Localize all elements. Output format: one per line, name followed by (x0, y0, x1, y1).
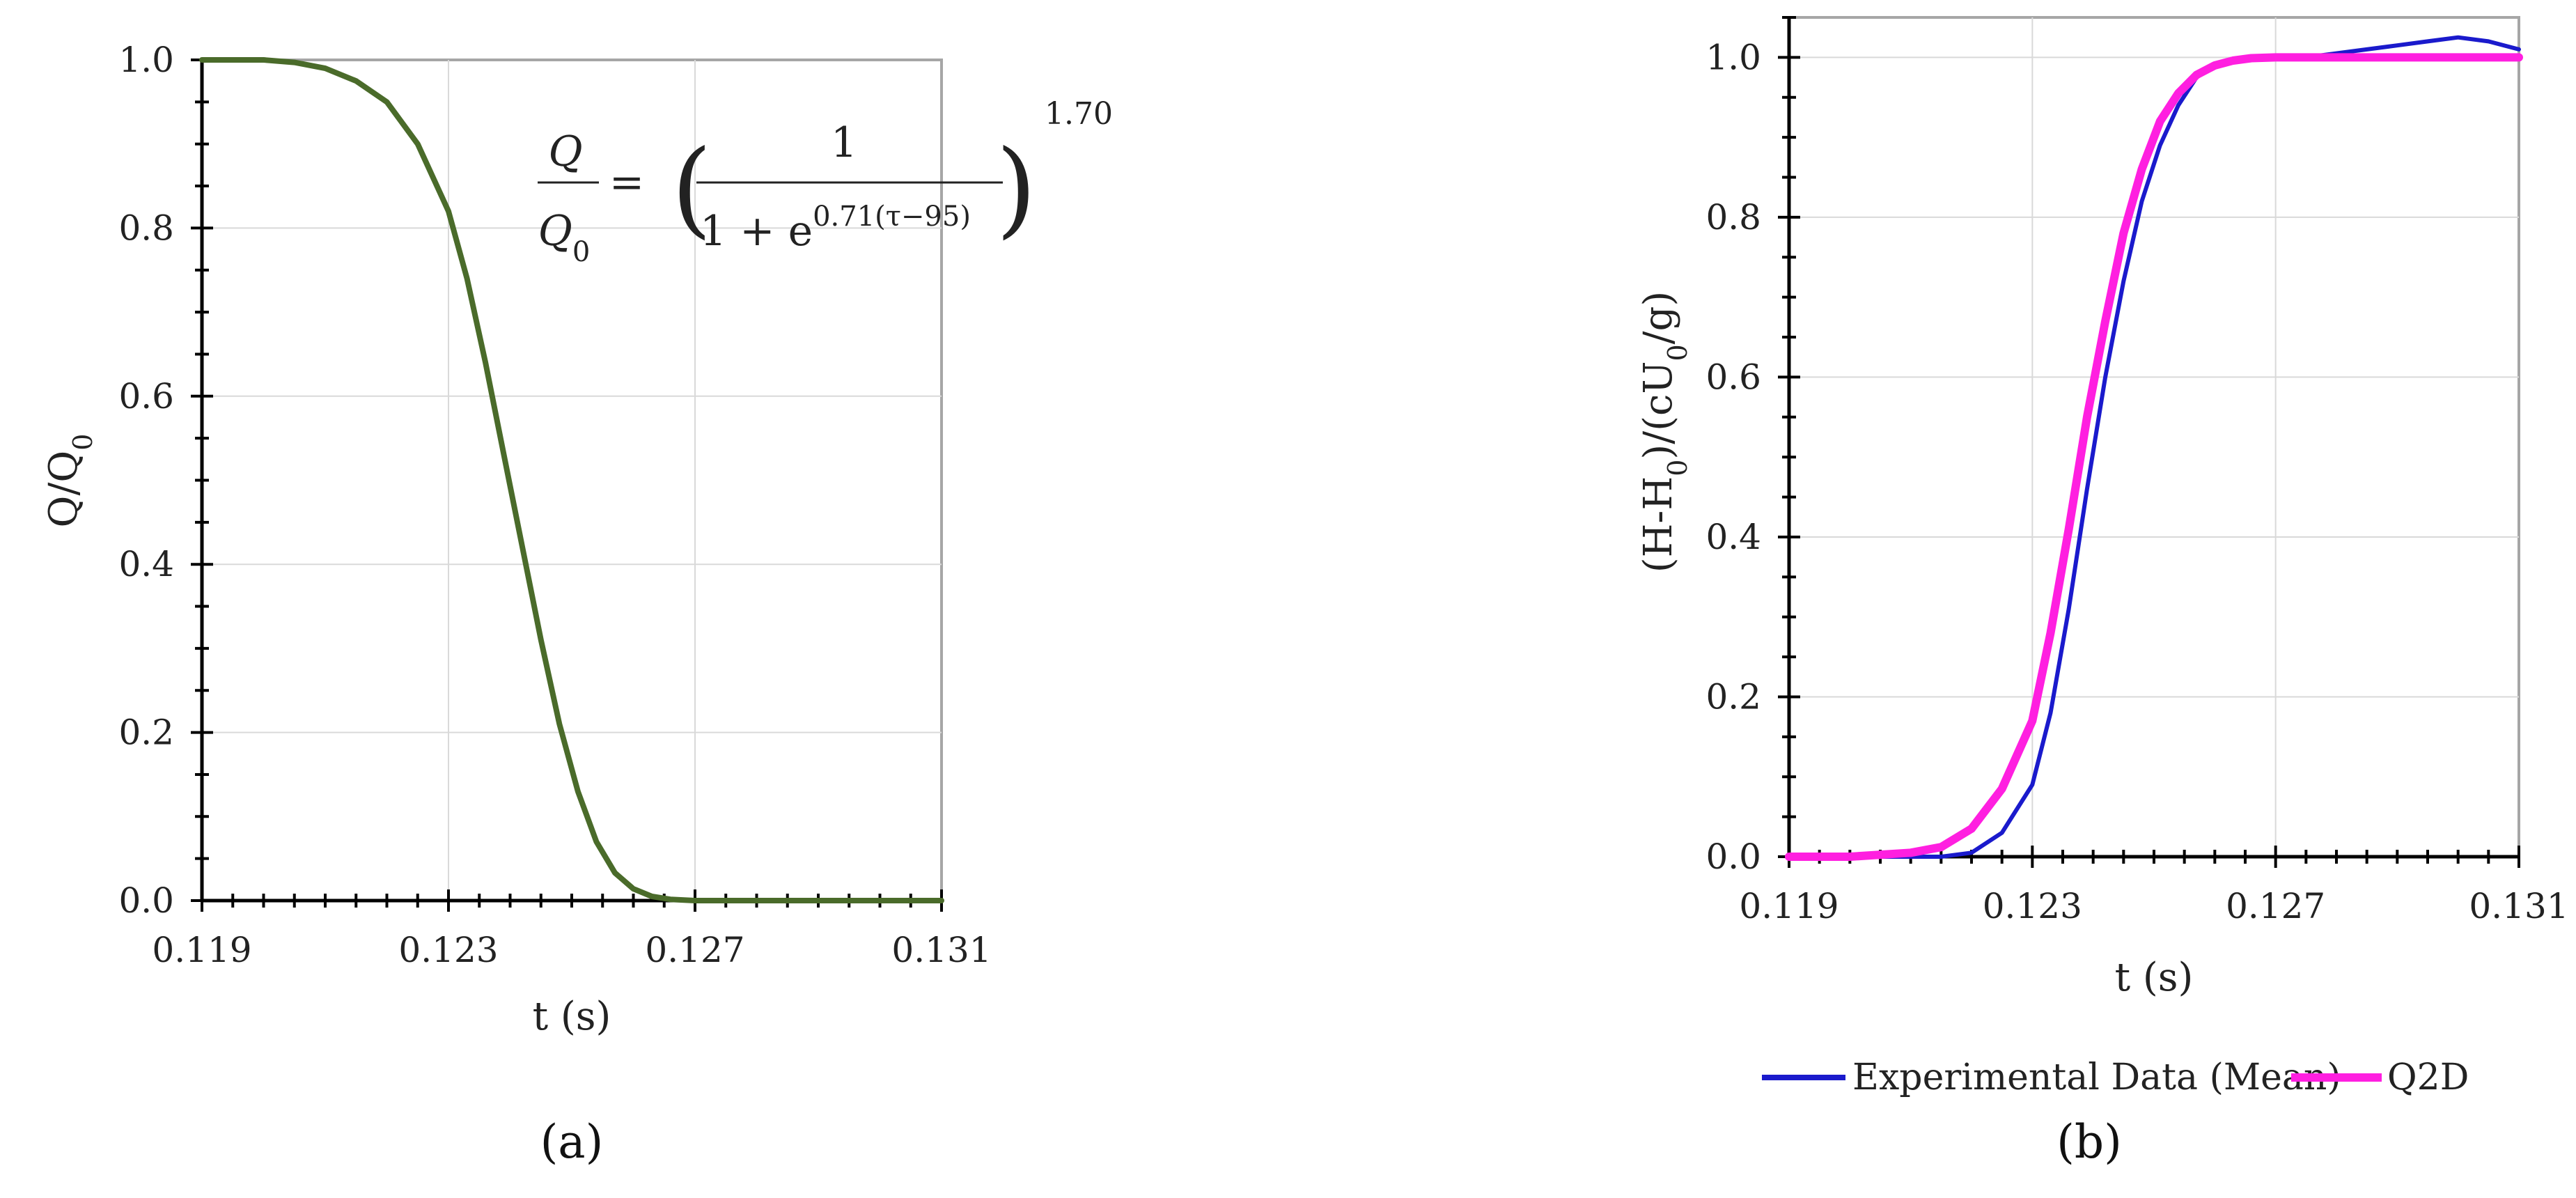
panel-label-a: (a) (540, 1115, 604, 1169)
x-tick-label: 0.127 (645, 930, 744, 970)
x-axis-title-a: t (s) (533, 994, 611, 1039)
series-group-a (199, 57, 944, 903)
y-tick-label: 0.0 (1705, 837, 1761, 877)
y-axis-title-b: (H-H0)/(cU0/g) (1636, 291, 1693, 573)
panel-label-b: (b) (2056, 1115, 2122, 1169)
y-tick-label: 0.2 (1705, 676, 1761, 717)
x-axis-title-b: t (s) (2115, 955, 2194, 1000)
svg-text:): ) (996, 128, 1037, 249)
y-tick-label: 0.4 (118, 544, 174, 584)
x-tick-label: 0.119 (1739, 886, 1839, 926)
legend-label-q2d: Q2D (2387, 1057, 2469, 1098)
svg-text:Q: Q (548, 127, 582, 176)
tick-labels-b: 0.119 0.123 0.127 0.131 0.0 0.2 0.4 0.6 0.8 1.0 (1705, 37, 2568, 926)
x-tick-label: 0.127 (2226, 886, 2325, 926)
svg-text:1: 1 (831, 118, 857, 167)
y-axis-title-a: Q/Q0 (41, 434, 98, 528)
y-tick-label: 1.0 (1705, 37, 1761, 77)
x-tick-label: 0.123 (1983, 886, 2082, 926)
svg-text:=: = (609, 158, 644, 207)
legend-b: Experimental Data (Mean) Q2D (1762, 1057, 2469, 1098)
chart-panel-b: 0.119 0.123 0.127 0.131 0.0 0.2 0.4 0.6 0.8 1.0 t… (1636, 16, 2569, 1169)
x-tick-label: 0.131 (891, 930, 991, 970)
gridlines-a (202, 60, 942, 901)
series-line-b-0 (1787, 35, 2521, 859)
y-tick-label: 0.4 (1705, 517, 1761, 557)
tick-labels-a: 0.119 0.123 0.127 0.131 0.0 0.2 0.4 0.6 0.8 1.0 (118, 40, 991, 970)
y-tick-label: 1.0 (118, 40, 174, 80)
svg-text:Q0: Q0 (538, 207, 591, 268)
y-tick-label: 0.2 (118, 713, 174, 753)
svg-text:1.70: 1.70 (1045, 96, 1113, 132)
series-group-b (1785, 35, 2523, 861)
legend-label-experimental: Experimental Data (Mean) (1852, 1057, 2341, 1098)
y-tick-label: 0.6 (118, 376, 174, 417)
y-tick-label: 0.0 (118, 880, 174, 921)
svg-text:(: ( (671, 128, 712, 249)
x-tick-label: 0.119 (152, 930, 251, 970)
x-tick-label: 0.131 (2469, 886, 2568, 926)
y-tick-label: 0.6 (1705, 357, 1761, 397)
y-tick-label: 0.8 (1705, 197, 1761, 238)
formula-annotation: Q Q0 = ( 1 1 + e0.71(τ−95) ) 1.70 (538, 96, 1113, 268)
chart-panel-a: 0.119 0.123 0.127 0.131 0.0 0.2 0.4 0.6 0.8 1.0 t… (41, 40, 1113, 1169)
svg-text:1 + e0.71(τ−95): 1 + e0.71(τ−95) (700, 201, 971, 256)
series-line-b-1 (1785, 53, 2523, 861)
y-tick-label: 0.8 (118, 208, 174, 248)
series-line-a-0 (199, 57, 944, 903)
x-tick-label: 0.123 (398, 930, 498, 970)
